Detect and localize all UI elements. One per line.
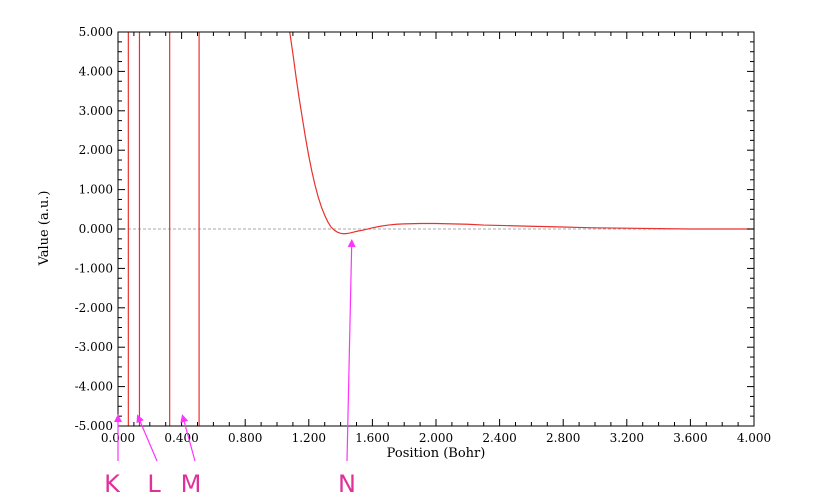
marker-label-k: K bbox=[104, 470, 121, 498]
y-tick-label: 4.000 bbox=[79, 64, 113, 78]
x-tick-label: 2.400 bbox=[482, 431, 516, 445]
x-tick-label: 3.600 bbox=[673, 431, 707, 445]
y-tick-label: 5.000 bbox=[79, 25, 113, 39]
marker-label-n: N bbox=[338, 470, 356, 498]
marker-arrow-l bbox=[136, 414, 158, 462]
x-tick-label: 1.200 bbox=[292, 431, 326, 445]
y-tick-label: -5.000 bbox=[75, 419, 113, 433]
y-tick-label: -1.000 bbox=[75, 261, 113, 275]
y-tick-label: 3.000 bbox=[79, 104, 113, 118]
x-tick-label: 4.000 bbox=[737, 431, 771, 445]
y-tick-label: 2.000 bbox=[79, 143, 113, 157]
series-line-0 bbox=[289, 32, 754, 235]
y-tick-label: -2.000 bbox=[75, 301, 113, 315]
x-tick-label: 0.400 bbox=[164, 431, 198, 445]
marker-arrow-n bbox=[346, 238, 356, 462]
x-tick-label: 2.000 bbox=[419, 431, 453, 445]
marker-arrow-m bbox=[180, 414, 196, 462]
y-axis-label: Value (a.u.) bbox=[37, 191, 52, 267]
x-axis-label: Position (Bohr) bbox=[387, 446, 486, 461]
marker-label-l: L bbox=[147, 470, 161, 498]
x-tick-label: 2.800 bbox=[546, 431, 580, 445]
x-tick-label: 3.200 bbox=[610, 431, 644, 445]
y-tick-label: -4.000 bbox=[75, 380, 113, 394]
x-tick-label: 1.600 bbox=[355, 431, 389, 445]
y-tick-label: -3.000 bbox=[75, 340, 113, 354]
x-tick-label: 0.800 bbox=[228, 431, 262, 445]
marker-label-m: M bbox=[181, 470, 202, 498]
y-tick-label: 1.000 bbox=[79, 183, 113, 197]
y-tick-label: 0.000 bbox=[79, 222, 113, 236]
